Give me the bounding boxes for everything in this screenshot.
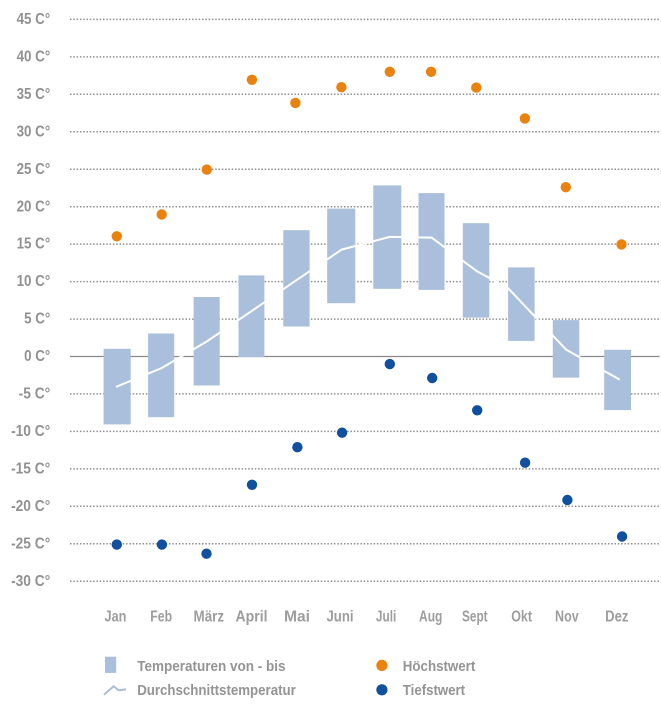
svg-text:Nov: Nov [555, 609, 579, 626]
svg-text:5 C°: 5 C° [24, 311, 50, 328]
svg-text:Sept: Sept [462, 609, 488, 626]
svg-text:35 C°: 35 C° [17, 86, 51, 103]
svg-text:Juni: Juni [327, 609, 354, 626]
svg-text:-25 C°: -25 C° [11, 535, 50, 552]
svg-text:40 C°: 40 C° [17, 49, 51, 66]
svg-text:-30 C°: -30 C° [11, 573, 50, 590]
svg-text:März: März [194, 609, 225, 626]
svg-text:-10 C°: -10 C° [11, 423, 50, 440]
svg-text:45 C°: 45 C° [17, 11, 51, 28]
svg-text:Feb: Feb [150, 609, 172, 626]
svg-text:15 C°: 15 C° [17, 236, 51, 253]
svg-text:Aug: Aug [419, 609, 442, 626]
svg-text:30 C°: 30 C° [17, 123, 51, 140]
svg-text:Juli: Juli [376, 609, 396, 626]
svg-text:-5 C°: -5 C° [19, 386, 51, 403]
svg-text:25 C°: 25 C° [17, 161, 51, 178]
svg-text:Jan: Jan [105, 609, 127, 626]
svg-text:Okt: Okt [511, 609, 532, 626]
svg-text:-15 C°: -15 C° [11, 461, 50, 478]
svg-text:April: April [236, 609, 268, 626]
svg-text:Dez: Dez [605, 609, 628, 626]
svg-text:-20 C°: -20 C° [11, 498, 50, 515]
svg-text:20 C°: 20 C° [17, 198, 51, 215]
svg-text:Durchschnittstemperatur: Durchschnittstemperatur [137, 682, 296, 699]
svg-text:0 C°: 0 C° [24, 348, 50, 365]
svg-text:Höchstwert: Höchstwert [403, 658, 476, 675]
svg-text:Tiefstwert: Tiefstwert [403, 682, 465, 699]
svg-text:Mai: Mai [284, 609, 310, 626]
svg-text:Temperaturen von - bis: Temperaturen von - bis [137, 658, 285, 675]
svg-text:10 C°: 10 C° [17, 273, 51, 290]
